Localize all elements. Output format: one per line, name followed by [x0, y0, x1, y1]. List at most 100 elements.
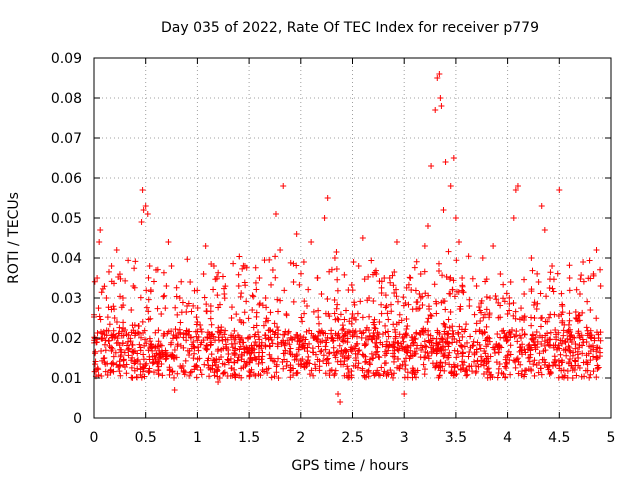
data-point	[422, 290, 429, 297]
data-point	[299, 318, 306, 325]
data-point	[345, 354, 352, 361]
data-point	[421, 268, 428, 275]
data-point	[528, 335, 535, 342]
data-point	[177, 342, 184, 349]
data-point	[503, 338, 510, 345]
data-point	[400, 302, 407, 309]
data-point	[536, 350, 543, 357]
data-point	[365, 367, 372, 374]
y-tick-label: 0.07	[51, 131, 82, 147]
data-points	[91, 71, 604, 405]
data-point	[140, 365, 147, 372]
data-point	[501, 298, 508, 305]
data-point	[488, 371, 495, 378]
data-point	[465, 353, 472, 360]
data-point	[239, 265, 246, 272]
data-point	[400, 294, 407, 301]
data-point	[480, 314, 487, 321]
data-point	[334, 301, 341, 308]
data-point	[441, 367, 448, 374]
data-point	[405, 281, 412, 288]
data-point	[350, 362, 357, 369]
data-point	[566, 262, 573, 269]
data-point	[268, 374, 275, 381]
data-point	[384, 310, 391, 317]
data-point	[321, 215, 328, 221]
data-point	[341, 271, 348, 278]
data-point	[365, 373, 372, 380]
data-point	[214, 373, 221, 380]
data-point	[314, 336, 321, 343]
data-point	[394, 364, 401, 371]
data-point	[453, 257, 460, 264]
data-point	[455, 330, 462, 337]
data-point	[383, 338, 390, 345]
data-point	[142, 362, 149, 369]
y-axis-ticks: 0 0.01 0.02 0.03 0.04 0.05 0.06 0.07 0.08 0.09	[51, 51, 611, 427]
data-point	[271, 373, 278, 380]
data-point	[392, 333, 399, 340]
data-point	[466, 348, 473, 355]
data-point	[590, 272, 597, 279]
data-point	[91, 278, 98, 285]
data-point	[440, 353, 447, 360]
data-point	[110, 368, 117, 375]
data-point	[528, 286, 535, 293]
data-point	[228, 365, 235, 372]
data-point	[166, 371, 173, 378]
data-point	[111, 280, 118, 287]
data-point	[536, 332, 543, 339]
data-point	[440, 207, 447, 213]
data-point	[101, 283, 108, 290]
data-point	[233, 311, 240, 318]
data-point	[449, 333, 456, 340]
data-point	[576, 291, 583, 297]
data-point	[595, 331, 602, 338]
data-point	[538, 203, 545, 209]
data-point	[146, 263, 153, 270]
data-point	[434, 327, 441, 334]
data-point	[111, 315, 118, 321]
data-point	[293, 262, 300, 269]
data-point	[447, 309, 454, 316]
data-point	[287, 259, 294, 266]
data-point	[401, 333, 408, 340]
data-point	[308, 367, 315, 374]
data-point	[352, 357, 359, 364]
data-point	[396, 311, 403, 318]
data-point	[422, 349, 429, 356]
data-point	[537, 323, 544, 330]
data-point	[314, 274, 321, 281]
data-point	[325, 360, 332, 367]
data-point	[383, 360, 390, 367]
data-point	[331, 370, 338, 377]
data-point	[148, 341, 155, 348]
data-point	[393, 293, 400, 300]
data-point	[528, 322, 535, 329]
data-point	[242, 282, 249, 289]
y-tick-label: 0.04	[51, 251, 82, 267]
data-point	[597, 266, 604, 273]
data-point	[227, 355, 234, 362]
data-point	[155, 370, 162, 377]
data-point	[396, 365, 403, 372]
data-point	[295, 344, 302, 351]
data-point	[553, 336, 560, 343]
data-point	[290, 279, 297, 285]
data-point	[376, 372, 383, 379]
data-point	[533, 306, 540, 313]
data-point	[123, 370, 130, 377]
data-point	[322, 370, 329, 377]
data-point	[99, 357, 106, 364]
data-point	[283, 312, 290, 319]
data-point	[442, 159, 449, 165]
data-point	[312, 365, 319, 372]
data-point	[256, 356, 263, 363]
data-point	[372, 267, 379, 274]
data-point	[125, 257, 132, 264]
data-point	[315, 307, 322, 314]
data-point	[290, 298, 297, 305]
data-point	[394, 339, 401, 346]
data-point	[393, 286, 400, 293]
data-point	[418, 346, 425, 353]
